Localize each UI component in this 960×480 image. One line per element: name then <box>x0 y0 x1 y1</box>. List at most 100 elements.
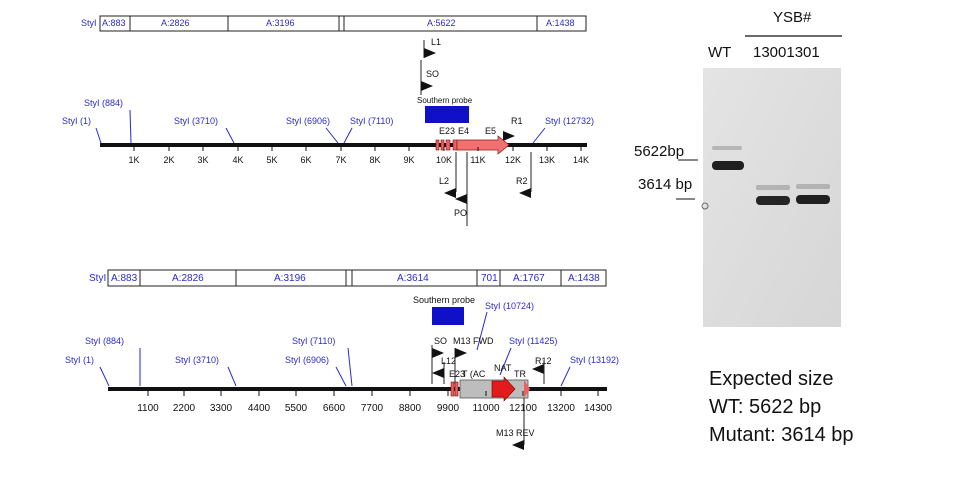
bottom-fragment-label: A:2826 <box>172 273 204 284</box>
bottom-tick-label: 4400 <box>248 403 271 414</box>
top-primer-po: PO <box>454 208 467 218</box>
top-site-leader <box>532 127 546 144</box>
bottom-primer-r12: R12 <box>535 356 552 366</box>
bottom-site-label: StyI (13192) <box>570 355 619 365</box>
bottom-tick-label: 8800 <box>399 403 422 414</box>
bottom-feature-tr: TR <box>514 369 526 379</box>
bottom-tick-label: 13200 <box>547 403 575 414</box>
top-fragment-prefix: StyI <box>81 18 97 28</box>
bottom-fragment-label: A:1767 <box>513 273 545 284</box>
bottom-tick-label: 3300 <box>210 403 233 414</box>
expected-size-block: Expected size WT: 5622 bp Mutant: 3614 b… <box>709 368 854 446</box>
top-primer-so: SO <box>426 69 439 79</box>
bottom-southern-probe <box>432 307 464 325</box>
top-site-label: StyI (6906) <box>286 116 330 126</box>
top-site-leader <box>325 127 339 144</box>
bottom-site-label: StyI (3710) <box>175 355 219 365</box>
gel-sample-lanes-label: 13001301 <box>753 44 820 61</box>
top-exon-block <box>445 139 451 151</box>
top-tick-label: 5K <box>266 155 277 165</box>
top-tick-label: 2K <box>163 155 174 165</box>
bottom-tick-label: 1100 <box>137 403 159 414</box>
top-tick-label: 6K <box>300 155 311 165</box>
top-fragment-bar <box>99 15 587 32</box>
bottom-fragment-bar <box>107 269 607 287</box>
top-site-label: StyI (1) <box>62 116 91 126</box>
top-site-leader <box>129 109 132 144</box>
top-tick-label: 1K <box>128 155 139 165</box>
gel-band-mutant <box>756 196 790 205</box>
top-fragment-label: A:5622 <box>427 18 456 28</box>
gel-marker-5622: 5622bp <box>634 143 684 160</box>
top-site-label: StyI (12732) <box>545 116 594 126</box>
top-exon-block <box>440 139 445 151</box>
top-primer-r2: R2 <box>516 176 528 186</box>
top-site-label: StyI (7110) <box>350 116 393 126</box>
bottom-primer-m13fwd-arrow <box>455 348 467 358</box>
bottom-exon-block <box>450 381 455 397</box>
bottom-fragment-label: 701 <box>481 273 498 284</box>
bottom-primer-r12-arrow <box>532 364 544 374</box>
bottom-tick-label: 11000 <box>472 403 500 414</box>
bottom-primer-l12-arrow <box>432 368 444 378</box>
bottom-ticks <box>147 391 599 396</box>
top-ticks <box>133 147 582 151</box>
bottom-tick-label: 12100 <box>509 403 537 414</box>
bottom-site-leader <box>99 366 110 387</box>
top-primer-po-arrow <box>455 194 467 204</box>
top-primer-r2-arrow <box>519 188 531 198</box>
top-southern-probe <box>425 106 469 123</box>
top-fragment-label: A:883 <box>102 18 126 28</box>
bottom-feature-nat: NAT <box>494 363 512 373</box>
top-site-leader <box>343 127 353 144</box>
top-primer-r1: R1 <box>511 116 523 126</box>
expected-title: Expected size <box>709 368 834 390</box>
top-site-label: StyI (3710) <box>174 116 218 126</box>
top-exon-e5: E5 <box>485 126 496 136</box>
bottom-map: StyI A:883 A:2826 A:3196 A:3614 701 A:17… <box>65 269 619 450</box>
top-tick-label: 3K <box>197 155 208 165</box>
top-site-leader <box>95 127 102 144</box>
top-exon-block <box>452 139 458 151</box>
top-fragment-label: A:2826 <box>161 18 190 28</box>
bottom-nat-arrow <box>491 376 516 402</box>
bottom-feature-e23: E23 <box>449 369 465 379</box>
bottom-site-label: StyI (6906) <box>285 355 329 365</box>
bottom-site-leader <box>499 347 512 376</box>
bottom-site-leader <box>560 366 571 387</box>
top-primer-so-arrow <box>421 81 433 91</box>
bottom-fragment-label: A:883 <box>111 273 138 284</box>
bottom-gene-arrow-tail <box>524 380 530 398</box>
bottom-site-leader <box>227 366 237 387</box>
bottom-probe-label: Southern probe <box>413 295 475 305</box>
bottom-tick-label: 7700 <box>361 403 384 414</box>
gel-band-mutant-faint <box>756 185 790 190</box>
gel-panel: YSB# WT 13001301 5622bp 3614 bp <box>634 9 842 327</box>
bottom-site-label: StyI (7110) <box>292 336 335 346</box>
bottom-primer-m13fwd: M13 FWD <box>453 336 494 346</box>
bottom-tick-label: 6600 <box>323 403 346 414</box>
top-tick-label: 4K <box>232 155 243 165</box>
gel-band-mutant <box>796 195 830 204</box>
top-exon-e23: E23 <box>439 126 455 136</box>
top-site-label: StyI (884) <box>84 98 123 108</box>
bottom-primer-m13rev: M13 REV <box>496 428 535 438</box>
bottom-tick-label: 5500 <box>285 403 308 414</box>
bottom-site-label: StyI (884) <box>85 336 124 346</box>
top-tick-label: 14K <box>573 155 589 165</box>
bottom-tick-label: 2200 <box>173 403 196 414</box>
bottom-tick-label: 9900 <box>437 403 460 414</box>
top-tick-label: 10K <box>436 155 452 165</box>
top-primer-l1: L1 <box>431 37 441 47</box>
bottom-primer-l12: L12 <box>441 356 456 366</box>
top-tick-label: 13K <box>539 155 555 165</box>
gel-band-wt-upper <box>712 146 742 150</box>
top-primer-l1-arrow <box>424 48 436 58</box>
top-tick-label: 12K <box>505 155 521 165</box>
expected-mutant: Mutant: 3614 bp <box>709 424 854 446</box>
top-fragment-label: A:1438 <box>546 18 575 28</box>
top-primer-l2: L2 <box>439 176 449 186</box>
bottom-site-label: StyI (11425) <box>509 336 557 346</box>
bottom-site-leader <box>476 311 488 351</box>
top-primer-l2-arrow <box>444 188 456 198</box>
